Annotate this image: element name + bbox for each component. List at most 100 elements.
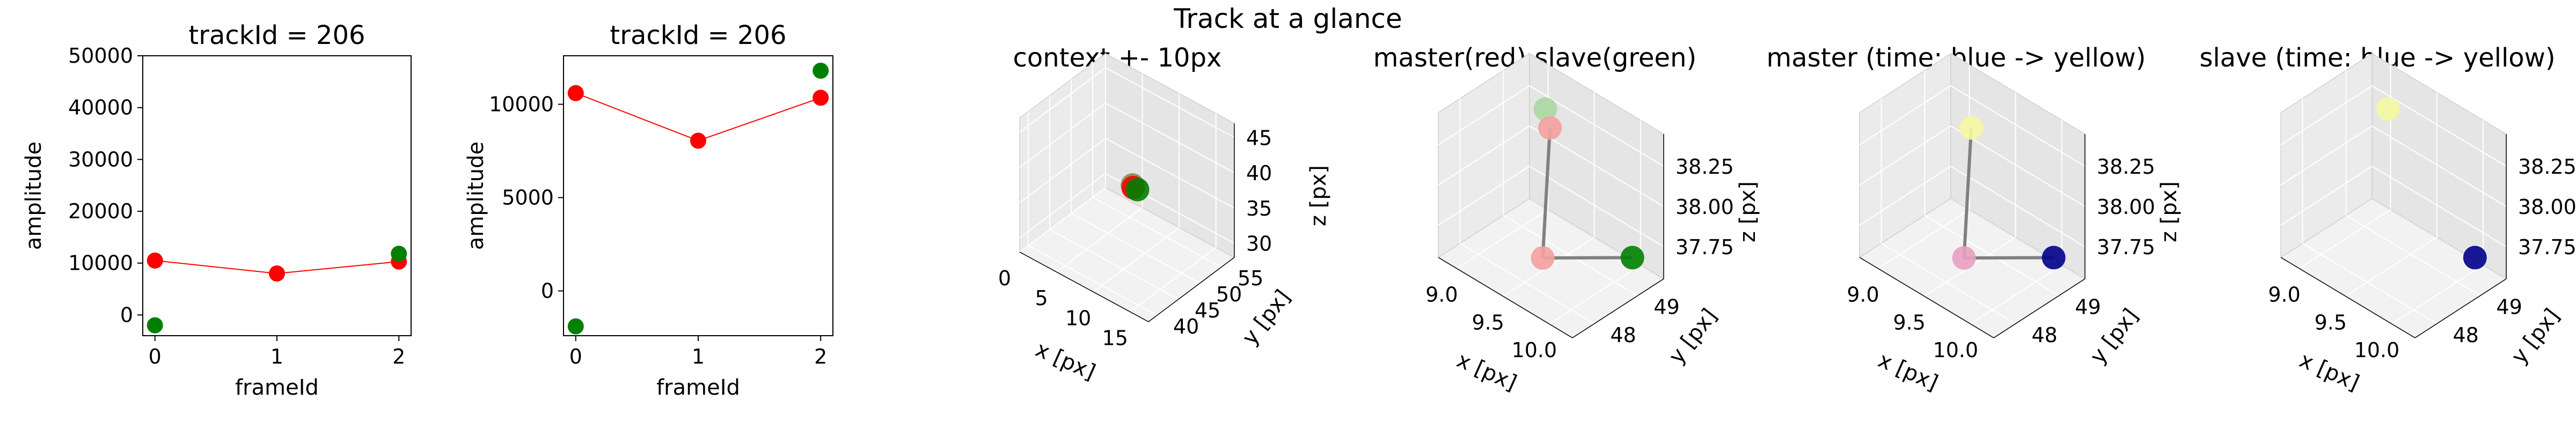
axis-line [1572,278,1664,338]
x-tick-label: 10.0 [1933,338,1979,362]
data-point [1531,246,1555,270]
grid-line [2345,214,2480,297]
data-point [1952,246,1976,270]
grid-line [2280,125,2373,186]
grid-line [1019,67,1106,133]
grid-line [2280,166,2373,226]
grid-line [1056,207,1143,272]
x-tick-label: 10 [1065,306,1091,330]
x-tick-label: 5 [1035,286,1048,310]
z-tick-label: 45 [1246,126,1272,150]
line-chart-2: trackId = 206 0 1 2 0 5000 10000 frameId amplitu… [464,20,833,400]
x-tick-label: 15 [1102,326,1128,350]
z-tick-label: 38.00 [2097,195,2155,219]
data-point [2463,246,2487,270]
y-axis-label: amplitude [464,142,488,250]
z-axis-label: z [px] [2157,181,2182,242]
grid-line [1019,173,1106,239]
axis-line [1019,252,1149,322]
y-tick-label: 55 [1238,267,1263,290]
grid-line [2345,236,2438,297]
axis-line [1859,257,1994,338]
grid-line [1105,67,1235,138]
chart-title: trackId = 206 [188,20,365,50]
data-point [567,85,584,101]
grid-line [1049,229,1179,300]
grid-line [1924,214,2059,297]
x-tick-label: 10.0 [1512,338,1557,362]
grid-line [1950,85,2085,167]
y-tick-label: 0 [120,303,133,327]
z-tick-label: 37.75 [2097,235,2155,259]
y-tick-label: 48 [1610,323,1636,347]
z-tick-label: 37.75 [1675,235,1734,259]
x-tick-label: 10.0 [2354,338,2400,362]
axis-line [1993,278,2085,338]
axis-line [1438,257,1573,338]
y-tick-label: 40 [1173,315,1199,338]
z-tick-label: 35 [1246,197,1272,220]
grid-line [1092,197,1222,268]
figure-suptitle: Track at a glance [1173,3,1402,34]
grid-line [2391,264,2484,324]
y-tick-label: 48 [2453,323,2478,347]
data-point [1620,246,1644,270]
x-tick-label: 2 [814,345,827,368]
y-tick-label: 45 [1195,299,1220,322]
line-chart-1: trackId = 206 0 1 2 0 10000 20000 30000 40000 500… [21,20,412,400]
x-tick-label: 9.5 [2314,310,2346,334]
connector-line [1541,128,1552,258]
z-tick-label: 38.00 [1675,195,1734,219]
y-tick-label: 49 [2075,295,2101,319]
grid-line [1093,227,1180,293]
y-tick-label: 30000 [68,147,133,171]
grid-line [1019,102,1106,168]
z-axis-label: z [px] [1306,165,1331,226]
grid-line [1438,125,1530,186]
grid-line [1549,264,1641,324]
grid-line [1438,166,1530,226]
grid-line [2280,85,2373,145]
y-tick-label: 20000 [68,199,133,223]
x-tick-label: 1 [270,345,283,368]
grid-line [1105,102,1235,173]
z-tick-label: 40 [1246,161,1272,185]
connector-line [1542,256,1633,260]
data-point [1125,177,1150,202]
data-point [690,132,706,149]
grid-line [2372,125,2507,207]
y-tick-label: 0 [541,279,554,302]
x-axis-label: frameId [235,375,319,400]
z-tick-label: 38.00 [2518,195,2576,219]
axis-line [2414,278,2507,338]
x-tick-label: 0 [149,345,162,368]
data-point [567,318,584,335]
y-tick-label: 48 [2031,323,2057,347]
x-tick-label: 9.0 [2268,283,2300,307]
axis-line [2280,257,2416,338]
data-point [813,62,829,79]
scatter3d-chart-2: master(red) slave(green)9.09.510.0484937… [1373,43,1760,396]
grid-line [1459,242,1594,324]
axis-line [1148,257,1235,322]
connector-line [1964,256,2054,260]
grid-line [2299,209,2391,269]
y-tick-label: 50000 [68,44,133,68]
z-tick-label: 38.25 [2097,155,2155,179]
y-tick-label: 10000 [489,92,554,116]
data-point [1533,97,1557,121]
y-tick-label: 40000 [68,96,133,120]
grid-line [1859,125,1951,186]
grid-line [1071,213,1201,284]
data-point [147,252,163,269]
x-tick-label: 9.0 [1425,283,1458,307]
grid-line [1877,209,1970,269]
grid-line [1105,138,1235,209]
grid-line [2302,242,2437,324]
y-tick-label: 10000 [68,252,133,275]
grid-line [1529,166,1664,247]
x-axis-label: frameId [656,375,740,400]
grid-line [1019,187,1106,253]
data-point [1538,116,1562,140]
